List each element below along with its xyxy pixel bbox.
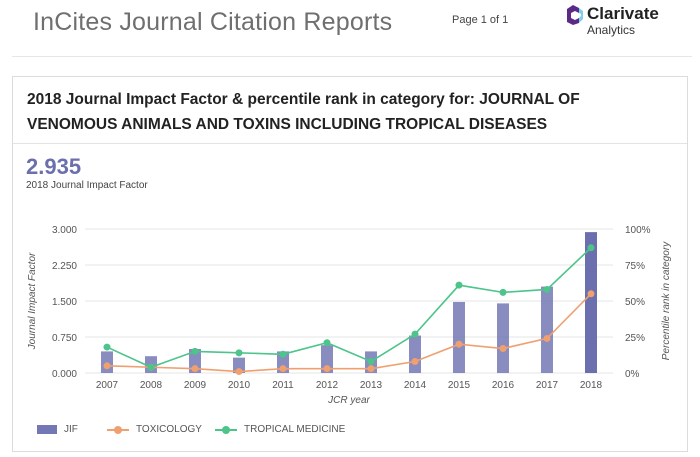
y-tick-label: 1.500 [52, 297, 77, 308]
toxicology-point [455, 340, 463, 348]
x-tick-label: 2015 [448, 380, 471, 391]
legend-item-jif[interactable]: JIF [37, 424, 78, 435]
jif-bar [541, 286, 553, 373]
y-axis-title: Journal Impact Factor [27, 252, 38, 350]
legend-item-toxicology[interactable]: TOXICOLOGY [107, 424, 202, 435]
legend-label-jif: JIF [64, 424, 78, 435]
jif-bar [233, 357, 245, 373]
toxicology-point [587, 290, 595, 298]
clarivate-logo-icon [567, 5, 583, 25]
jif-chart-card: 2018 Journal Impact Factor & percentile … [12, 76, 688, 452]
tropical-medicine-point [367, 357, 375, 365]
x-tick-label: 2017 [536, 380, 559, 391]
legend-swatch-jif [37, 425, 57, 434]
toxicology-point [191, 365, 199, 373]
jif-bar [321, 345, 333, 373]
y-tick-label: 0.750 [52, 333, 77, 344]
toxicology-point [499, 345, 507, 353]
jif-bar [101, 351, 113, 373]
y2-tick-label: 50% [625, 297, 645, 308]
y2-tick-label: 100% [625, 225, 651, 236]
header-divider [12, 56, 692, 57]
toxicology-point [411, 357, 419, 365]
jif-bar [453, 301, 465, 373]
y2-tick-label: 25% [625, 333, 645, 344]
tropical-medicine-point [191, 347, 199, 355]
legend-swatch-toxicology [107, 425, 129, 435]
brand-subtitle: Analytics [587, 23, 636, 37]
legend-swatch-tropical-medicine [215, 425, 237, 435]
brand-logo: Clarivate Analytics [565, 4, 659, 37]
tropical-medicine-point [455, 281, 463, 289]
x-tick-label: 2008 [140, 380, 163, 391]
jif-label: 2018 Journal Impact Factor [26, 180, 148, 191]
x-tick-label: 2013 [360, 380, 383, 391]
card-title: 2018 Journal Impact Factor & percentile … [27, 91, 580, 133]
legend-label-tropical-medicine: TROPICAL MEDICINE [244, 424, 346, 435]
jif-bar [497, 303, 509, 373]
tropical-medicine-point [543, 285, 551, 293]
x-tick-label: 2011 [272, 380, 294, 391]
x-tick-label: 2010 [228, 380, 251, 391]
tropical-medicine-point [279, 350, 287, 358]
x-tick-label: 2007 [96, 380, 119, 391]
y2-axis-title: Percentile rank in category [661, 241, 672, 360]
legend-label-toxicology: TOXICOLOGY [136, 424, 202, 435]
x-tick-label: 2012 [316, 380, 339, 391]
toxicology-point [279, 365, 287, 373]
jif-bar [585, 232, 597, 373]
tropical-medicine-point [147, 363, 155, 371]
tropical-medicine-point [411, 330, 419, 338]
y-tick-label: 3.000 [52, 225, 77, 236]
legend-item-tropical-medicine[interactable]: TROPICAL MEDICINE [215, 424, 345, 435]
y2-tick-label: 0% [625, 369, 640, 380]
toxicology-point [103, 362, 111, 370]
x-tick-label: 2009 [184, 380, 207, 391]
page-indicator: Page 1 of 1 [452, 14, 509, 26]
toxicology-line [106, 293, 592, 373]
header-bar: InCites Journal Citation Reports Page 1 … [0, 0, 700, 56]
x-tick-label: 2016 [492, 380, 515, 391]
tropical-medicine-line [106, 247, 592, 369]
x-axis-title: JCR year [327, 395, 370, 406]
x-tick-label: 2014 [404, 380, 427, 391]
tropical-medicine-point [323, 339, 331, 347]
tropical-medicine-point [103, 343, 111, 351]
app-title: InCites Journal Citation Reports [33, 8, 393, 36]
toxicology-point [543, 334, 551, 342]
tropical-medicine-point [587, 244, 595, 252]
card-divider [13, 143, 687, 144]
toxicology-point [235, 368, 243, 376]
x-tick-label: 2018 [580, 380, 603, 391]
y-tick-label: 0.000 [52, 369, 77, 380]
toxicology-point [367, 365, 375, 373]
jif-value: 2.935 [26, 154, 82, 179]
toxicology-point [323, 365, 331, 373]
brand-name: Clarivate [587, 4, 659, 23]
jif-chart: 0.000 0.750 1.500 2.250 3.000 0% 25% 50% 75% 100%… [27, 225, 672, 406]
y-tick-label: 2.250 [52, 261, 77, 272]
y2-tick-label: 75% [625, 261, 645, 272]
tropical-medicine-point [235, 349, 243, 357]
jif-bar [409, 335, 421, 373]
tropical-medicine-point [499, 288, 507, 296]
